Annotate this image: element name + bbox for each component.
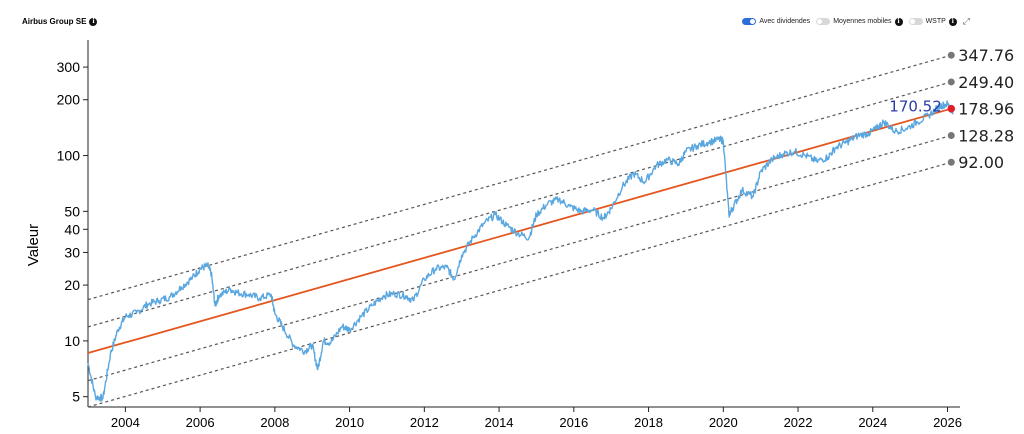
toggle-dividends-label: Avec dividendes: [759, 18, 811, 25]
toggle-dividends[interactable]: Avec dividendes: [742, 18, 810, 25]
band-line-2: [87, 134, 952, 382]
y-axis-label: Valeur: [25, 224, 42, 266]
band-line-0: [87, 54, 952, 301]
last-price-label: 170.52: [889, 98, 942, 116]
x-tick-label: 2006: [186, 415, 215, 430]
x-tick: 2004: [111, 407, 140, 430]
x-tick-label: 2022: [784, 415, 813, 430]
y-tick-label: 100: [57, 148, 81, 164]
band-value-label-3: 92.00: [958, 153, 1004, 172]
x-tick: 2024: [858, 407, 887, 430]
title-text: Airbus Group SE: [22, 17, 87, 26]
toggle-switch-icon[interactable]: [908, 18, 923, 25]
y-tick-label: 50: [64, 203, 80, 219]
band-marker-1: [947, 78, 955, 86]
y-tick-label: 20: [64, 277, 80, 293]
band-line-3: [87, 161, 952, 408]
y-tick: 50: [64, 203, 88, 219]
y-tick-label: 5: [72, 389, 80, 405]
y-tick-label: 300: [57, 59, 81, 75]
x-tick: 2022: [784, 407, 813, 430]
x-tick-label: 2004: [111, 415, 140, 430]
expand-icon[interactable]: ⤢: [962, 16, 970, 26]
x-tick: 2026: [933, 407, 962, 430]
x-tick: 2020: [709, 407, 738, 430]
x-tick-label: 2020: [709, 415, 738, 430]
band-marker-3: [947, 158, 955, 166]
info-icon[interactable]: i: [89, 17, 98, 26]
toggle-switch-icon[interactable]: [816, 18, 831, 25]
toggle-switch-icon[interactable]: [742, 18, 757, 25]
y-tick-label: 200: [57, 92, 81, 108]
y-tick: 40: [64, 221, 88, 237]
y-tick-label: 10: [64, 333, 80, 349]
toggle-wstp-label: WSTP: [925, 18, 946, 25]
trend-line: [87, 107, 952, 354]
x-tick: 2014: [485, 407, 514, 430]
y-tick-label: 40: [64, 221, 80, 237]
chart-title: Airbus Group SE i: [22, 17, 98, 26]
x-tick-label: 2010: [335, 415, 364, 430]
band-value-label-1: 249.40: [958, 73, 1014, 92]
toggle-moving-averages[interactable]: Moyennes mobiles i: [816, 17, 903, 26]
x-tick-label: 2012: [410, 415, 439, 430]
toggle-wstp[interactable]: WSTP i: [908, 17, 957, 26]
x-tick: 2010: [335, 407, 364, 430]
info-icon[interactable]: i: [948, 17, 957, 26]
x-tick-label: 2024: [858, 415, 887, 430]
trend-value-label: 178.96: [958, 100, 1014, 119]
band-marker-2: [947, 131, 955, 139]
x-tick: 2018: [634, 407, 663, 430]
y-tick: 5: [72, 389, 88, 405]
y-tick-label: 30: [64, 244, 80, 260]
x-tick-label: 2018: [634, 415, 663, 430]
band-value-label-0: 347.76: [958, 46, 1014, 65]
x-tick: 2006: [186, 407, 215, 430]
x-tick-label: 2016: [559, 415, 588, 430]
band-marker-0: [947, 51, 955, 59]
info-icon[interactable]: i: [894, 17, 903, 26]
x-tick-label: 2026: [933, 415, 962, 430]
price-line: [87, 100, 954, 402]
x-tick: 2016: [559, 407, 588, 430]
y-tick: 20: [64, 277, 88, 293]
x-tick-label: 2008: [260, 415, 289, 430]
band-value-label-2: 128.28: [958, 126, 1014, 145]
chart-controls: Avec dividendes Moyennes mobiles i WSTP …: [742, 16, 970, 27]
y-tick: 10: [64, 333, 88, 349]
x-tick-label: 2014: [485, 415, 514, 430]
trend-end-marker: [947, 104, 956, 113]
y-tick: 100: [57, 148, 88, 164]
y-tick: 30: [64, 244, 88, 260]
y-tick: 200: [57, 92, 88, 108]
x-tick: 2012: [410, 407, 439, 430]
y-tick: 300: [57, 59, 88, 75]
toggle-moving-averages-label: Moyennes mobiles: [833, 18, 892, 25]
x-tick: 2008: [260, 407, 289, 430]
band-line-1: [87, 81, 952, 328]
